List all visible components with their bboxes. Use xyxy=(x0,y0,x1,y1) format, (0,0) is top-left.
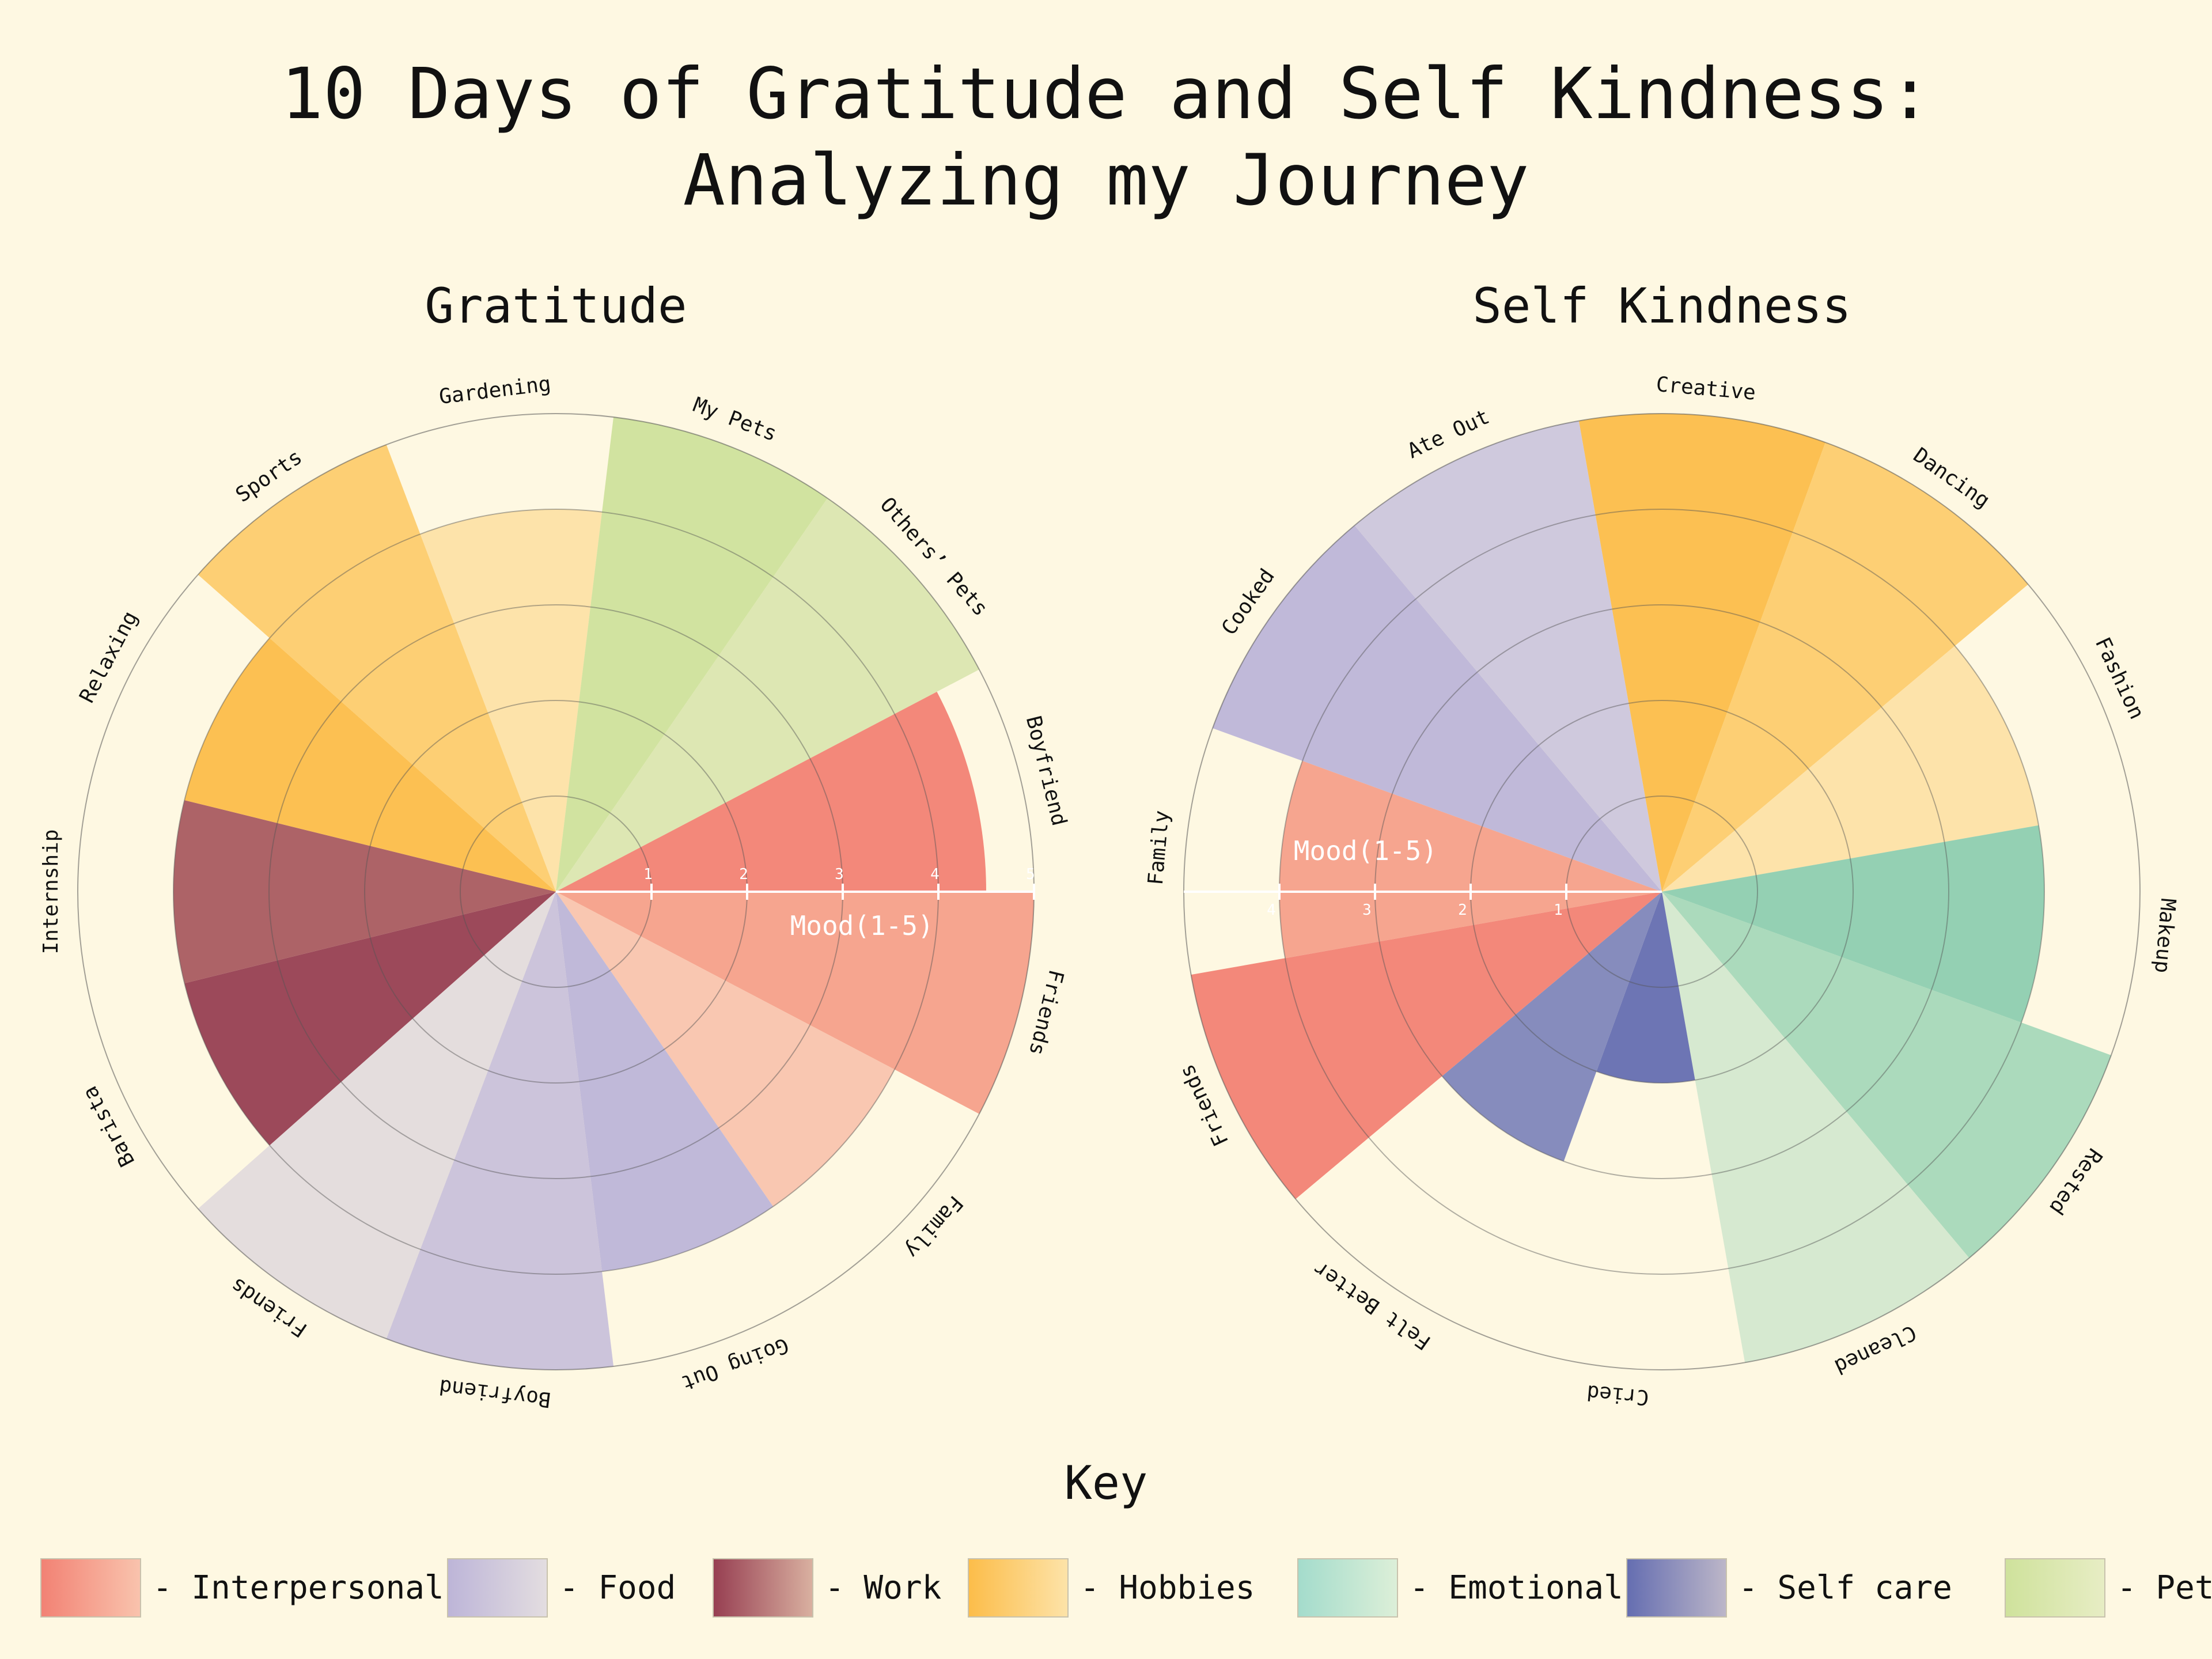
gratitude-label-internship-6: Internship xyxy=(39,830,63,955)
legend-item-self-care: - Self care xyxy=(1626,1558,1952,1618)
self-kindness-radial-axis-label: Mood(1-5) xyxy=(1294,835,1437,866)
self-kindness-bar-felt-better-7 xyxy=(1442,892,1662,1161)
gratitude-tick-label-2: 2 xyxy=(739,866,748,883)
gratitude-bar-my-pets-10 xyxy=(556,417,828,892)
page-title: 10 Days of Gratitude and Self Kindness: … xyxy=(0,51,2212,224)
gratitude-label-barista-5: Barista xyxy=(78,1082,139,1171)
gratitude-bar-friends-0 xyxy=(556,892,1034,1114)
title-line-2: Analyzing my Journey xyxy=(683,139,1529,221)
self-kindness-bar-dancing-1 xyxy=(1662,442,2028,892)
gratitude-label-relaxing-7: Relaxing xyxy=(75,607,142,707)
legend-swatch xyxy=(713,1558,813,1618)
gratitude-bar-family-1 xyxy=(556,892,895,1207)
self-kindness-bar-fashion-2 xyxy=(1662,646,2039,892)
gratitude-bar-sports-8 xyxy=(198,444,556,892)
legend-label: - Interpersonal xyxy=(153,1569,444,1607)
gratitude-chart: Gratitude 1 2 3 4 5 Mood(1-5) Friends Family Goi… xyxy=(39,278,1071,1411)
gratitude-bar-internship-6 xyxy=(173,800,556,983)
legend-item-emotional: - Emotional xyxy=(1297,1558,1623,1618)
legend-item-interpersonal: - Interpersonal xyxy=(40,1558,444,1618)
legend-swatch xyxy=(1297,1558,1398,1618)
self-kindness-bar-friends-8 xyxy=(1191,892,1662,1199)
gratitude-bar-going-out-2 xyxy=(556,892,774,1272)
self-kindness-chart: Self Kindness 1234Mood(1-5)CreativeDanci… xyxy=(1144,278,2180,1409)
self-kindness-tick-label-2: 2 xyxy=(1458,902,1467,919)
gratitude-tick-label-4: 4 xyxy=(930,866,940,883)
gratitude-tick-label-5: 5 xyxy=(1026,866,1035,883)
self-kindness-bar-rested-4 xyxy=(1662,892,2111,1258)
self-kindness-bar-makeup-3 xyxy=(1662,825,2044,1023)
legend-swatch xyxy=(447,1558,548,1618)
legend-swatch xyxy=(1626,1558,1727,1618)
self-kindness-tick-label-1: 1 xyxy=(1554,902,1563,919)
self-kindness-label-felt-better-7: Felt Better xyxy=(1309,1256,1435,1354)
gratitude-bar-barista-5 xyxy=(184,892,556,1146)
self-kindness-tick-label-3: 3 xyxy=(1362,902,1372,919)
self-kindness-bar-ate-out-11 xyxy=(1354,421,1662,892)
gratitude-label-going-out-2: Going Out xyxy=(678,1333,791,1395)
self-kindness-label-family-9: Family xyxy=(1144,809,1174,886)
self-kindness-bars xyxy=(1191,414,2111,1363)
gratitude-label-friends-0: Friends xyxy=(1024,967,1068,1058)
gratitude-label-gardening-9: Gardening xyxy=(438,372,552,409)
title-line-1: 10 Days of Gratitude and Self Kindness: xyxy=(281,53,1931,135)
gratitude-bar-boyfriend-12 xyxy=(556,691,986,892)
self-kindness-bar-cleaned-5 xyxy=(1662,892,1969,1363)
gratitude-bars xyxy=(173,417,1034,1370)
gratitude-bar-others-pets-11 xyxy=(556,498,979,892)
gratitude-tick-label-3: 3 xyxy=(835,866,844,883)
self-kindness-chart-title: Self Kindness xyxy=(1472,278,1851,334)
gratitude-label-boyfriend-12: Boyfriend xyxy=(1021,714,1071,828)
self-kindness-label-fashion-2: Fashion xyxy=(2090,634,2149,723)
legend-label: - Emotional xyxy=(1410,1569,1623,1607)
legend-label: - Pets xyxy=(2117,1569,2212,1607)
self-kindness-label-cried-6: Cried xyxy=(1586,1380,1650,1409)
legend-swatch xyxy=(2005,1558,2105,1618)
gratitude-bar-gardening-9 xyxy=(420,509,603,892)
gratitude-tick-label-1: 1 xyxy=(643,866,653,883)
legend-label: - Hobbies xyxy=(1080,1569,1255,1607)
self-kindness-bar-family-9 xyxy=(1279,760,1662,959)
legend-swatch xyxy=(40,1558,141,1618)
self-kindness-tick-label-4: 4 xyxy=(1267,902,1276,919)
legend-item-food: - Food xyxy=(447,1558,676,1618)
self-kindness-label-creative-0: Creative xyxy=(1655,373,1756,405)
charts-canvas: Gratitude 1 2 3 4 5 Mood(1-5) Friends Family Goi… xyxy=(39,278,2180,1411)
gratitude-label-family-1: Family xyxy=(900,1191,968,1263)
self-kindness-bar-cooked-10 xyxy=(1213,525,1662,892)
gratitude-bar-boyfriend-3 xyxy=(386,892,614,1370)
legend-label: - Self care xyxy=(1738,1569,1952,1607)
gratitude-label-boyfriend-3: Boyfriend xyxy=(438,1374,552,1411)
gratitude-bar-relaxing-7 xyxy=(184,638,556,892)
self-kindness-bar-creative-0 xyxy=(1578,414,1825,892)
legend-item-pets: - Pets xyxy=(2005,1558,2212,1618)
gratitude-chart-title: Gratitude xyxy=(425,278,687,334)
legend-title: Key xyxy=(1064,1456,1148,1510)
legend-swatch xyxy=(968,1558,1069,1618)
legend-item-work: - Work xyxy=(713,1558,941,1618)
self-kindness-bar-cried-6 xyxy=(1596,892,1695,1083)
self-kindness-label-makeup-3: Makeup xyxy=(2150,897,2180,974)
gratitude-radial-axis-label: Mood(1-5) xyxy=(790,910,934,941)
legend-label: - Food xyxy=(559,1569,676,1607)
legend-label: - Work xyxy=(825,1569,942,1607)
gratitude-bar-friends-4 xyxy=(198,892,556,1339)
legend-item-hobbies: - Hobbies xyxy=(968,1558,1255,1618)
